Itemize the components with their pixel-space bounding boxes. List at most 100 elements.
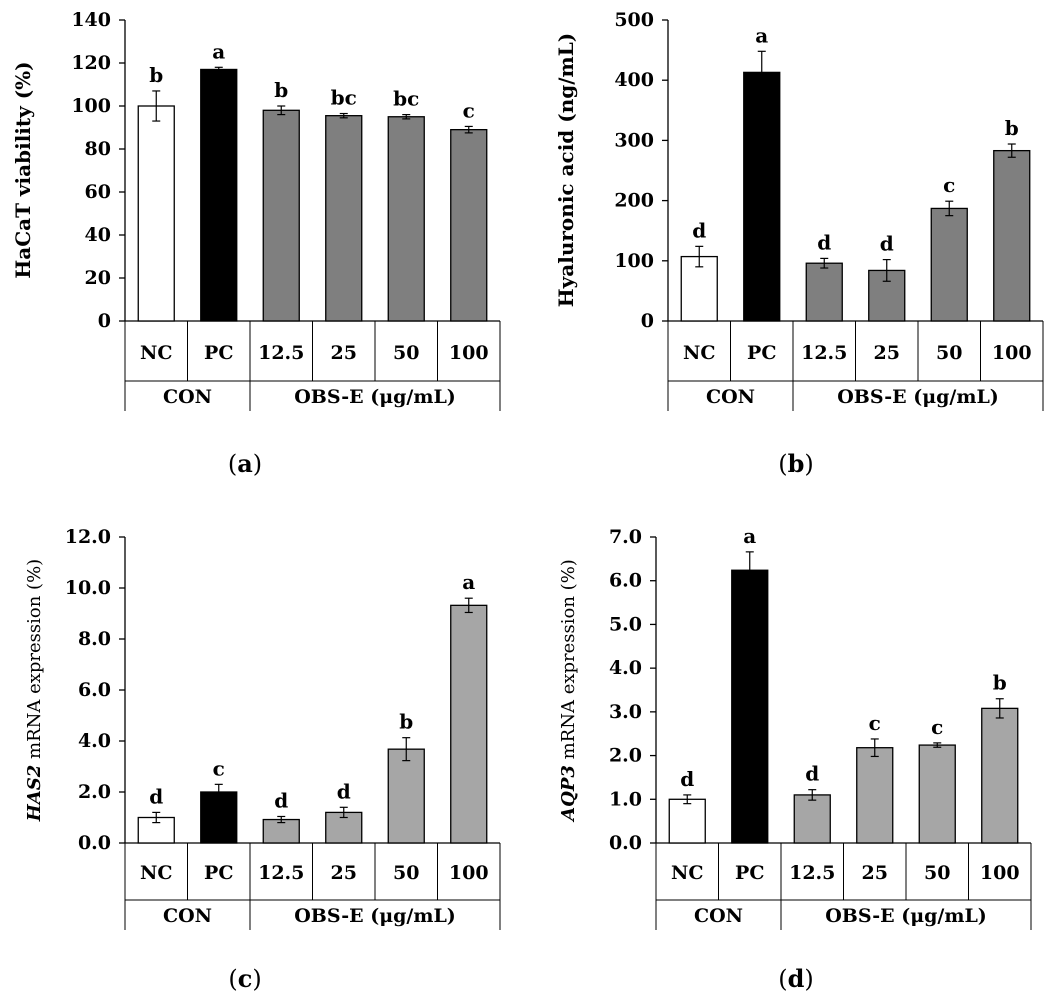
y-tick-label: 20	[85, 267, 111, 289]
category-label: 50	[393, 862, 419, 884]
bar-25	[325, 115, 363, 322]
y-tick-label: 4.0	[609, 657, 642, 679]
category-label: 100	[449, 342, 489, 364]
significance-letter: d	[817, 230, 831, 254]
category-label: 25	[331, 342, 357, 364]
panel-letter: d	[788, 964, 805, 993]
significance-letter: c	[931, 715, 943, 739]
significance-letter: a	[462, 570, 475, 594]
significance-letter: a	[743, 524, 756, 548]
category-label: PC	[735, 862, 764, 884]
y-tick-label: 6.0	[78, 679, 111, 701]
group-label: OBS-E (μg/mL)	[837, 386, 999, 408]
bar-100	[450, 604, 488, 844]
gene-name: HAS2	[24, 765, 45, 823]
group-label: OBS-E (μg/mL)	[294, 905, 456, 927]
y-tick-label: 4.0	[78, 730, 111, 752]
bar-50	[387, 748, 425, 844]
y-tick-label: 10.0	[65, 577, 111, 599]
bar-NC	[137, 105, 175, 322]
chart-panel-4: 0.0 1.0 2.0 3.0 4.0 5.0 6.0 7.0 AQP3 mRNA expres…	[558, 524, 1032, 993]
y-axis-label: HaCaT viability (%)	[11, 61, 35, 278]
bar-PC	[200, 68, 238, 322]
significance-letter: d	[692, 218, 706, 242]
bar-PC	[200, 791, 238, 844]
category-label: 12.5	[801, 342, 847, 364]
chart-panel-2: 0 100 200 300 400 500 Hyaluronic acid (ng/mL) d…	[554, 9, 1044, 478]
y-tick-label: 0.0	[609, 832, 642, 854]
panel-paren: )	[804, 450, 813, 478]
y-tick-label: 100	[71, 95, 111, 117]
y-tick-label: 0.0	[78, 832, 111, 854]
category-label: PC	[747, 342, 776, 364]
y-label-rest: mRNA expression (%)	[558, 559, 579, 765]
significance-letter: d	[680, 767, 694, 791]
panel-letter: b	[788, 449, 805, 478]
y-tick-label: 60	[85, 181, 111, 203]
bar-100	[450, 128, 488, 322]
y-axis-label: AQP3 mRNA expression (%)	[558, 559, 579, 823]
category-label: 12.5	[258, 342, 304, 364]
bar-12.5	[262, 109, 300, 322]
category-label: 25	[874, 342, 900, 364]
group-label: OBS-E (μg/mL)	[294, 386, 456, 408]
category-label: PC	[204, 862, 233, 884]
bar-100	[993, 149, 1031, 322]
significance-letter: c	[213, 756, 225, 780]
bar-25	[856, 747, 894, 844]
significance-letter: c	[869, 711, 881, 735]
group-label: CON	[694, 905, 743, 927]
category-label: 100	[449, 862, 489, 884]
y-tick-label: 7.0	[609, 526, 642, 548]
bar-50	[930, 207, 968, 322]
y-tick-label: 500	[614, 9, 654, 31]
y-axis-label: Hyaluronic acid (ng/mL)	[554, 33, 578, 307]
chart-panel-1: 0 20 40 60 80 100 120 140 HaCaT viability (%) b a b…	[11, 9, 501, 478]
y-tick-label: 3.0	[609, 701, 642, 723]
panel-letter: c	[238, 964, 253, 993]
significance-letter: b	[1005, 116, 1019, 140]
significance-letter: d	[805, 762, 819, 786]
category-label: 25	[862, 862, 888, 884]
panel-label: (a)	[228, 449, 262, 478]
significance-letter: a	[755, 23, 768, 47]
y-tick-label: 300	[614, 129, 654, 151]
y-tick-label: 100	[614, 250, 654, 272]
significance-letter: b	[399, 710, 413, 734]
significance-letter: d	[337, 779, 351, 803]
category-label: 100	[992, 342, 1032, 364]
gene-name: AQP3	[558, 765, 579, 823]
group-label: OBS-E (μg/mL)	[825, 905, 987, 927]
y-tick-label: 2.0	[78, 781, 111, 803]
significance-letter: b	[274, 78, 288, 102]
bar-12.5	[805, 262, 843, 322]
y-tick-label: 1.0	[609, 788, 642, 810]
category-label: 50	[936, 342, 962, 364]
significance-letter: d	[880, 232, 894, 256]
y-axis-label: HAS2 mRNA expression (%)	[24, 559, 45, 822]
panel-paren: )	[253, 450, 262, 478]
y-tick-label: 6.0	[609, 570, 642, 592]
category-label: NC	[683, 342, 716, 364]
category-label: NC	[140, 862, 173, 884]
panel-paren: )	[252, 965, 261, 993]
category-label: 50	[393, 342, 419, 364]
significance-letter: bc	[331, 86, 357, 110]
group-label: CON	[706, 386, 755, 408]
panel-label: (c)	[228, 964, 261, 993]
y-tick-label: 2.0	[609, 745, 642, 767]
bar-100	[981, 707, 1019, 844]
panel-paren: )	[804, 965, 813, 993]
y-tick-label: 140	[71, 9, 111, 31]
panel-label: (d)	[778, 964, 814, 993]
category-label: 12.5	[789, 862, 835, 884]
bar-50	[387, 116, 425, 322]
group-label: CON	[163, 386, 212, 408]
category-label: 50	[924, 862, 950, 884]
y-tick-label: 80	[85, 138, 111, 160]
significance-letter: b	[149, 63, 163, 87]
y-tick-label: 200	[614, 190, 654, 212]
y-tick-label: 0	[641, 310, 654, 332]
y-tick-label: 40	[85, 224, 111, 246]
